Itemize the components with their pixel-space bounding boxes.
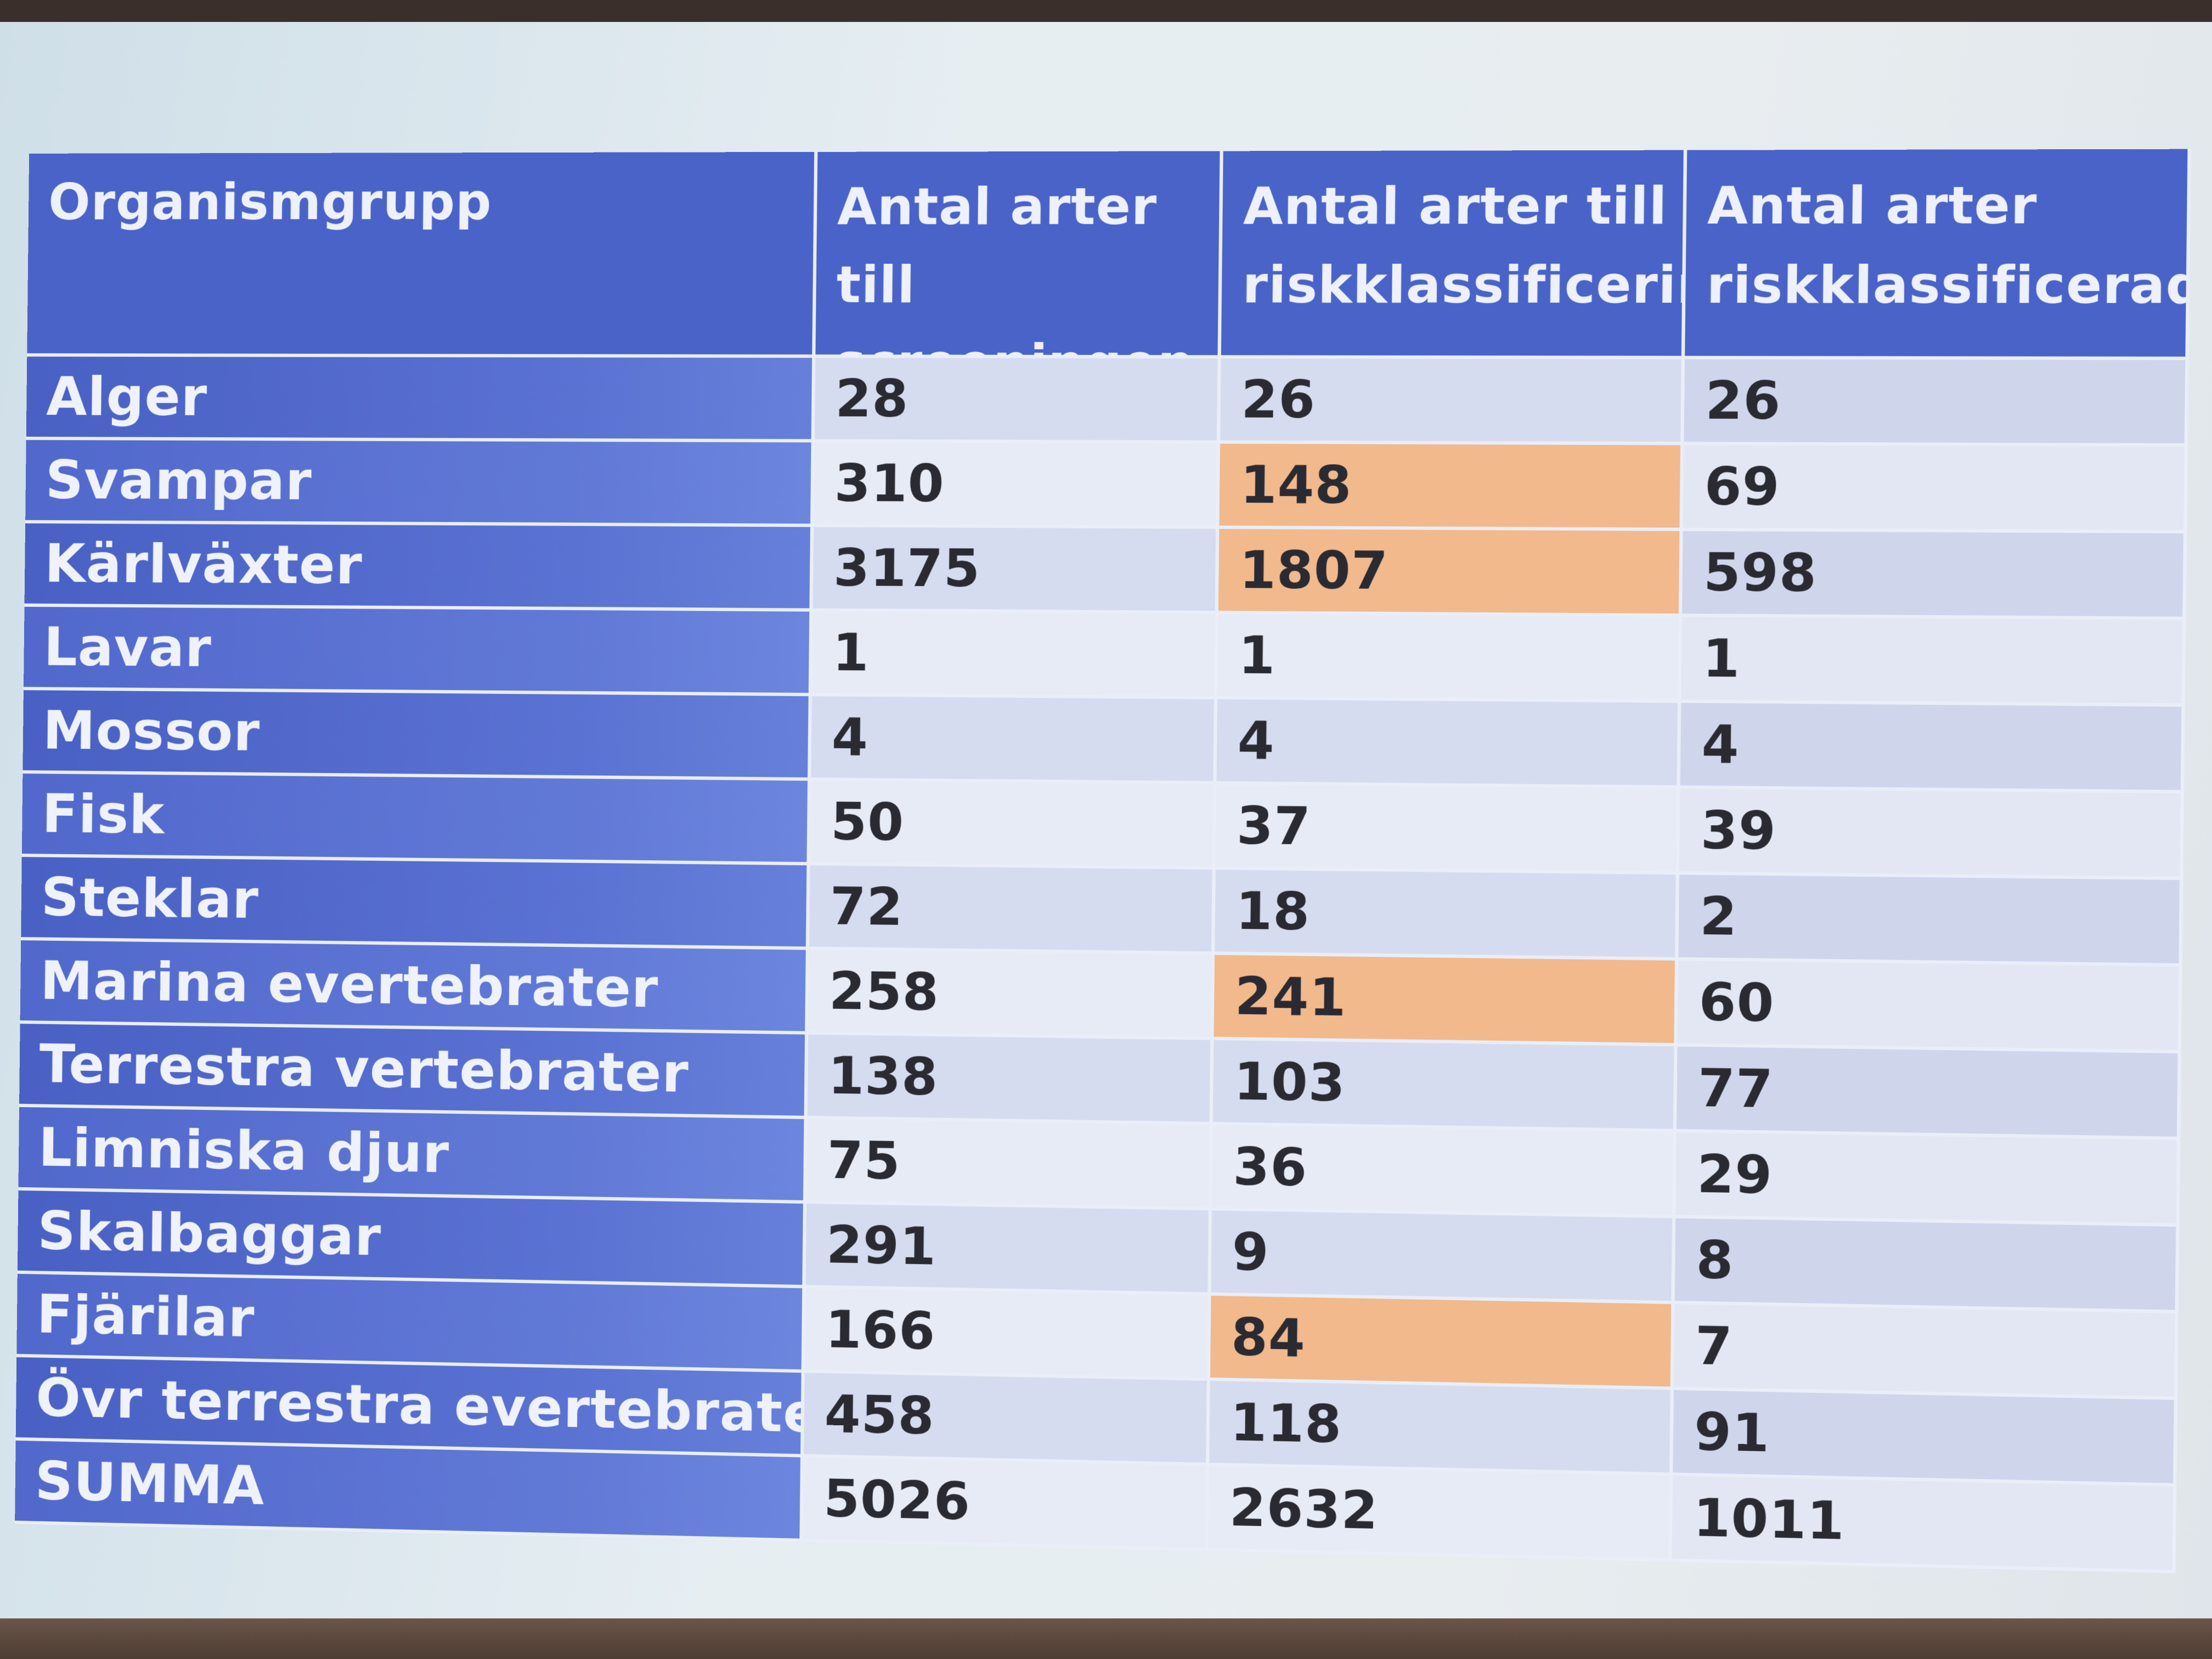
- row-group-label: Övr terrestra evertebrater: [16, 1357, 805, 1458]
- row-group-label: Kärlväxter: [25, 523, 814, 612]
- cell-riskklassificerade: 39: [1679, 789, 2184, 880]
- cell-riskklassificerade: 598: [1682, 531, 2187, 620]
- row-group-label: Marina evertebrater: [20, 940, 809, 1035]
- cell-riskklassificerade: 1011: [1672, 1476, 2176, 1573]
- cell-riskklassificering: 1807: [1218, 529, 1683, 617]
- row-group-label: Mossor: [22, 690, 811, 781]
- cell-riskklassificering: 148: [1219, 444, 1684, 531]
- row-group-label: Steklar: [21, 857, 810, 950]
- cell-riskklassificering: 36: [1212, 1125, 1677, 1218]
- cell-riskklassificering: 4: [1216, 699, 1681, 789]
- cell-screening: 3175: [812, 527, 1219, 614]
- row-group-label: Skalbaggar: [18, 1190, 806, 1288]
- cell-screening: 50: [810, 781, 1217, 870]
- row-group-label: Alger: [26, 357, 816, 443]
- cell-riskklassificering: 37: [1216, 785, 1680, 874]
- cell-screening: 166: [805, 1288, 1211, 1381]
- cell-riskklassificering: 26: [1220, 358, 1685, 445]
- row-group-label: Lavar: [24, 607, 813, 696]
- cell-screening: 1: [812, 612, 1218, 699]
- room-floor-band: [0, 1618, 2212, 1659]
- cell-screening: 138: [808, 1035, 1214, 1125]
- projection-screen: Organismgrupp Antal arter till screening…: [0, 22, 2212, 1618]
- cell-screening: 310: [814, 442, 1220, 529]
- row-group-label: Fisk: [22, 774, 811, 865]
- row-group-label: SUMMA: [15, 1441, 804, 1542]
- header-organismgrupp: Organismgrupp: [27, 152, 817, 358]
- cell-screening: 5026: [803, 1457, 1209, 1551]
- cell-riskklassificering: 118: [1209, 1381, 1674, 1476]
- row-group-label: Fjärilar: [16, 1274, 805, 1373]
- cell-riskklassificering: 18: [1215, 870, 1679, 961]
- cell-riskklassificering: 9: [1211, 1210, 1675, 1304]
- cell-riskklassificerade: 69: [1683, 445, 2188, 533]
- cell-screening: 291: [805, 1204, 1212, 1296]
- cell-riskklassificering: 84: [1210, 1296, 1675, 1390]
- cell-riskklassificerade: 2: [1678, 874, 2183, 967]
- row-group-label: Limniska djur: [18, 1107, 807, 1204]
- header-riskklassificerade: Antal arter riskklassificerade: [1685, 149, 2191, 360]
- cell-screening: 72: [809, 865, 1216, 955]
- cell-screening: 28: [815, 358, 1221, 444]
- cell-screening: 258: [808, 950, 1215, 1040]
- cell-riskklassificering: 2632: [1208, 1466, 1673, 1562]
- row-group-label: Terrestra vertebrater: [19, 1024, 808, 1119]
- cell-riskklassificerade: 77: [1677, 1047, 2181, 1141]
- data-table: Organismgrupp Antal arter till screening…: [15, 149, 2212, 1587]
- cell-riskklassificerade: 91: [1673, 1390, 2177, 1487]
- cell-riskklassificerade: 7: [1674, 1304, 2179, 1400]
- cell-screening: 4: [811, 696, 1217, 785]
- row-group-label: Svampar: [25, 440, 815, 527]
- cell-riskklassificering: 103: [1213, 1040, 1678, 1132]
- cell-riskklassificerade: 29: [1675, 1132, 2180, 1227]
- cell-riskklassificerade: 1: [1681, 617, 2186, 707]
- cell-riskklassificering: 241: [1214, 955, 1678, 1047]
- cell-riskklassificerade: 60: [1678, 961, 2182, 1053]
- cell-riskklassificering: 1: [1217, 614, 1682, 703]
- header-screening: Antal arter till screeningen: [815, 151, 1223, 358]
- cell-screening: 458: [804, 1373, 1210, 1466]
- cell-riskklassificerade: 8: [1675, 1218, 2180, 1313]
- cell-riskklassificerade: 26: [1684, 359, 2188, 447]
- cell-screening: 75: [806, 1119, 1213, 1211]
- cell-riskklassificerade: 4: [1680, 703, 2185, 793]
- header-riskklassificering: Antal arter till riskklassificering: [1221, 150, 1687, 359]
